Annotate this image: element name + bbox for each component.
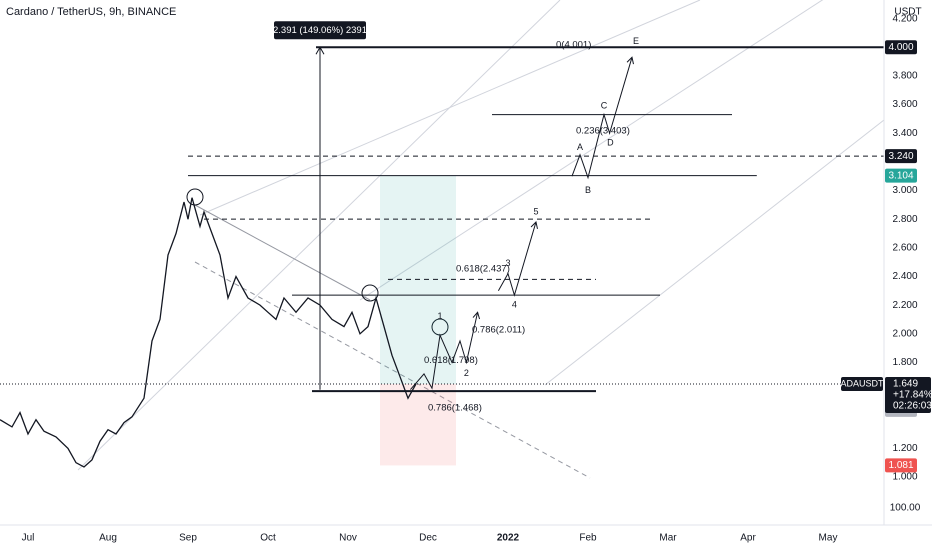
y-tick-label: 2.600	[892, 242, 917, 253]
wave-path	[571, 57, 633, 180]
wave-label: B	[585, 185, 591, 195]
arrow-head	[626, 56, 634, 65]
channel-line	[199, 0, 701, 216]
x-tick-label: Feb	[579, 533, 597, 544]
price-badge: 1.081	[888, 460, 913, 471]
measure-label: 2.391 (149.06%) 2391	[273, 25, 367, 36]
x-tick-label: 2022	[497, 533, 520, 544]
price-axis-bg	[884, 0, 932, 525]
x-tick-label: Aug	[99, 533, 117, 544]
wave-label: 3	[505, 258, 510, 268]
trend-line	[194, 204, 371, 301]
circle-marker	[186, 188, 204, 206]
current-price: 1.649	[893, 379, 918, 390]
wave-path	[497, 221, 537, 297]
y-tick-label: 2.000	[892, 328, 917, 339]
fib-label: 0(4.001)	[556, 40, 591, 51]
chart-title: Cardano / TetherUS, 9h, BINANCE	[6, 6, 176, 18]
x-tick-label: Nov	[339, 533, 357, 544]
price-badge-bg	[885, 458, 917, 473]
price-badge: 3.104	[888, 170, 913, 181]
x-tick-label: Sep	[179, 533, 197, 544]
channel	[77, 0, 885, 471]
current-badge-bg	[885, 377, 931, 414]
y-tick-label: 1.000	[892, 472, 917, 483]
price-badge: 3.240	[888, 151, 913, 162]
wave-path	[410, 312, 479, 390]
y-tick-label: 3.800	[892, 71, 917, 82]
y-tick-label: 1.200	[892, 443, 917, 454]
wave-label: 2	[464, 368, 469, 378]
wave-label: 4	[512, 299, 517, 309]
y-tick-label: 2.200	[892, 300, 917, 311]
price-badge: 4.000	[888, 42, 913, 53]
current-name: ADAUSDT	[840, 378, 884, 388]
currency: USDT	[894, 7, 921, 18]
price-line	[0, 197, 417, 468]
channel-line	[544, 119, 885, 386]
fib-label: 0.618(2.437)	[456, 264, 510, 275]
channel-line	[77, 0, 561, 471]
arrow-head	[530, 221, 538, 229]
fib-label: 0.786(2.011)	[472, 325, 525, 336]
x-tick-label: Dec	[419, 533, 437, 544]
price-badge-bg	[885, 168, 917, 183]
wave-label: 1	[437, 311, 442, 321]
wave-label: E	[633, 36, 639, 46]
y-tick-label: 4.200	[892, 13, 917, 24]
x-tick-label: Apr	[740, 533, 756, 544]
x-tick-label: Jul	[22, 533, 35, 544]
y-tick-label: 3.400	[892, 128, 917, 139]
fib-label: 0.786(1.468)	[428, 402, 482, 413]
axes: Jul Aug Sep Oct Nov Dec 2022 Feb Mar Apr May1.0001…	[22, 13, 932, 543]
circle-marker	[361, 284, 379, 302]
price-badge-bg	[885, 40, 917, 55]
arrow-head	[472, 311, 481, 320]
position-target	[380, 175, 456, 385]
current-change: +17.84%	[893, 390, 932, 401]
price-badge-bg	[885, 149, 917, 164]
wave-label: C	[601, 100, 608, 110]
y-tick-label: 2.400	[892, 271, 917, 282]
y-tick-label: 3.000	[892, 185, 917, 196]
wave-label: 5	[533, 206, 538, 216]
arrow-head	[315, 46, 325, 55]
channel-line	[359, 0, 824, 301]
fib-label: 0.236(3.403)	[576, 125, 630, 136]
x-tick-label: Oct	[260, 533, 276, 544]
current-countdown: 02:26:03	[893, 401, 932, 412]
wave-label: A	[577, 142, 583, 152]
fib-label: 0.618(1.798)	[424, 355, 478, 366]
y-tick-label: 3.600	[892, 99, 917, 110]
current-name-bg	[841, 377, 883, 392]
volume-tick: 100.00	[890, 503, 921, 514]
measure-box	[274, 21, 366, 40]
plot: A B C D E 1 2 3 4 5 0(4.001) 0.236(3.403) 0.618(2.43…	[0, 21, 884, 468]
x-tick-label: Mar	[659, 533, 677, 544]
y-tick-label: 2.800	[892, 214, 917, 225]
trend-line	[194, 261, 591, 479]
position-stop	[380, 384, 456, 466]
x-tick-label: May	[819, 533, 838, 544]
y-tick-label: 1.800	[892, 357, 917, 368]
wave-label: D	[607, 138, 614, 148]
